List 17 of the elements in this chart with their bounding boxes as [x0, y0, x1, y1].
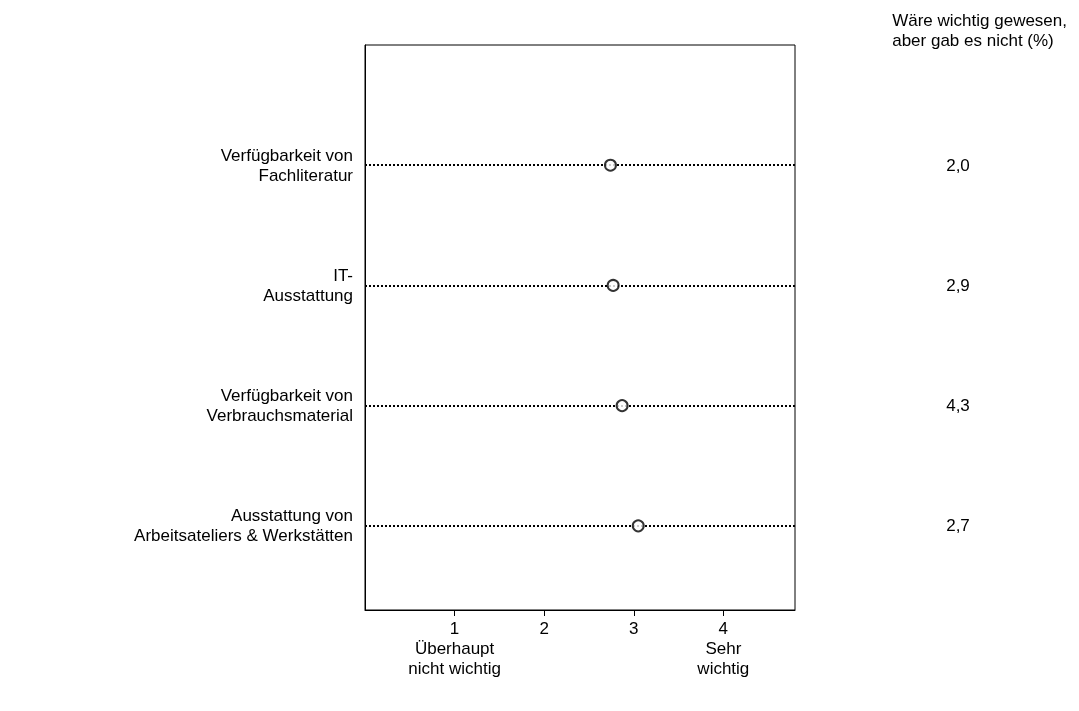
- text: 2,0: [946, 155, 970, 175]
- text: 4,3: [946, 396, 970, 416]
- y-tick-label: IT- Ausstattung: [263, 265, 353, 305]
- text: 2,9: [946, 275, 970, 295]
- x-tick-label: 1 Überhaupt nicht wichtig: [408, 618, 501, 678]
- point: [615, 399, 629, 413]
- x-tick-label: 4 Sehr wichtig: [696, 618, 750, 678]
- x-tick-label: 2: [539, 618, 549, 638]
- y-tick-label: Verfügbarkeit von Fachliteratur: [220, 145, 354, 185]
- text: 2,7: [946, 516, 970, 536]
- point: [606, 278, 620, 292]
- text: Wäre wichtig gewesen, aber gab es nicht (%): [892, 10, 1068, 50]
- y-tick-label: Verfügbarkeit von Verbrauchsmaterial: [206, 386, 353, 426]
- y-tick-label: Ausstattung von Arbeitsateliers & Werkstätten: [134, 506, 353, 546]
- x-tick-label: 3: [629, 618, 639, 638]
- point: [631, 519, 645, 533]
- point: [603, 158, 617, 172]
